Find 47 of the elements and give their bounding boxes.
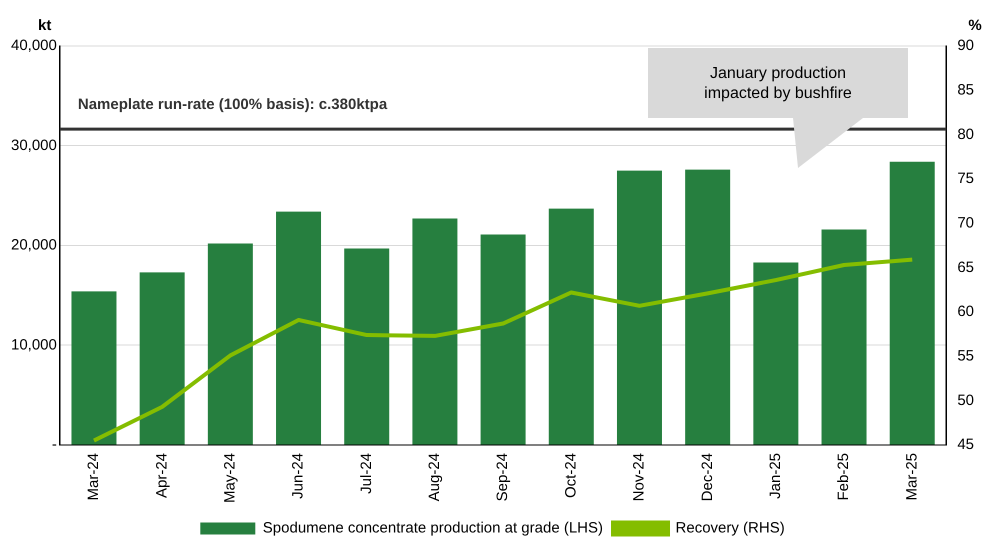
bar <box>822 230 867 444</box>
y2-tick-label: 65 <box>957 258 974 276</box>
x-tick-label: Jun-24 <box>290 452 307 499</box>
x-tick-label: Mar-24 <box>85 452 102 500</box>
y-axis-title: kt <box>38 17 52 34</box>
y2-tick-label: 45 <box>957 436 974 454</box>
y-tick-label: - <box>52 436 57 454</box>
bar <box>412 218 458 444</box>
y2-tick-label: 85 <box>957 81 974 98</box>
x-tick-label: Jul-24 <box>358 452 375 494</box>
y-tick-label: 20,000 <box>10 236 57 254</box>
x-tick-label: Nov-24 <box>630 452 648 502</box>
bar <box>753 262 798 444</box>
bar <box>548 208 594 444</box>
x-tick-label: Apr-24 <box>153 452 170 498</box>
y-tick-label: 10,000 <box>10 336 57 354</box>
bar <box>616 170 662 444</box>
x-tick-label: Dec-24 <box>698 452 716 502</box>
bar <box>344 248 390 444</box>
x-tick-label: Feb-25 <box>835 452 852 501</box>
y2-axis-title: % <box>968 17 982 34</box>
x-tick-label: Sep-24 <box>494 452 512 502</box>
y2-tick-label: 50 <box>957 392 974 409</box>
bar <box>276 212 322 444</box>
y2-tick-label: 70 <box>957 214 974 232</box>
y2-tick-label: 80 <box>957 126 974 143</box>
x-tick-label: Jan-25 <box>766 452 784 499</box>
bar <box>480 234 526 444</box>
legend-label: Recovery (RHS) <box>676 520 785 537</box>
y-tick-label: 30,000 <box>10 136 57 154</box>
x-tick-label: Oct-24 <box>562 452 580 498</box>
x-tick-label: Mar-25 <box>903 452 920 500</box>
annotation: January production impacted by bushfire <box>703 64 853 104</box>
legend-label: Spodumene concentrate production at grade (LHS) <box>262 520 604 537</box>
bar <box>890 162 935 444</box>
y2-tick-label: 60 <box>957 303 974 320</box>
y-tick-label: 40,000 <box>10 37 57 54</box>
bar <box>140 272 185 444</box>
x-tick-label: May-24 <box>221 452 238 504</box>
bar <box>685 170 730 444</box>
y2-tick-label: 75 <box>957 170 974 188</box>
x-tick-label: Aug-24 <box>426 452 444 502</box>
bar <box>71 291 116 444</box>
bar <box>208 243 253 444</box>
y2-tick-label: 55 <box>957 347 974 364</box>
y2-tick-label: 90 <box>957 37 974 54</box>
ref-line-label: Nameplate run-rate (100% basis): c.380ktpa <box>78 96 388 114</box>
